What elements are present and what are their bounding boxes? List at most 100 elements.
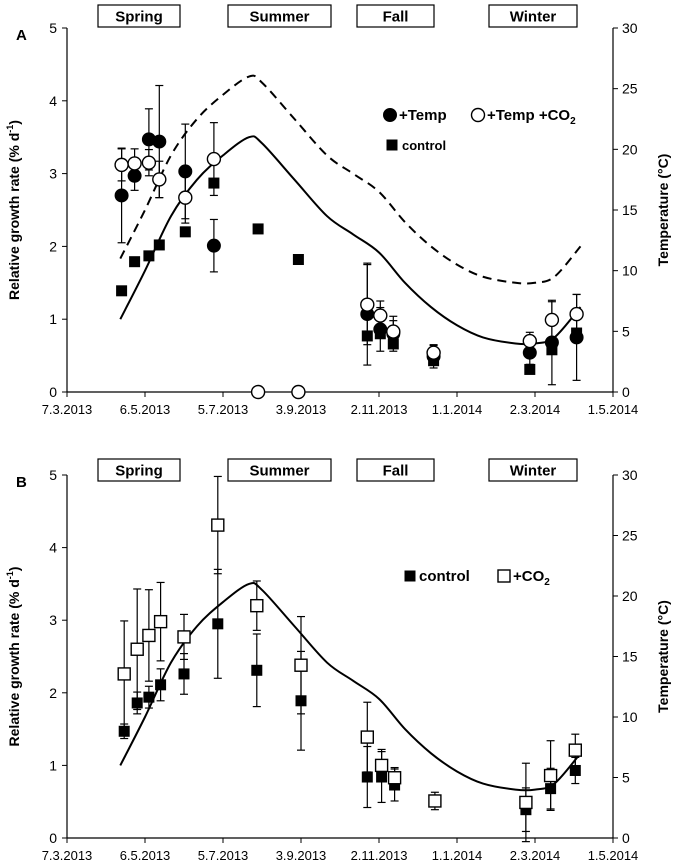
data-point-control bbox=[252, 223, 264, 235]
data-point-control bbox=[376, 771, 388, 783]
data-point-co2 bbox=[294, 658, 308, 672]
data-point-control bbox=[251, 664, 263, 676]
y2-tick-label: 15 bbox=[622, 202, 638, 218]
x-tick-label: 1.1.2014 bbox=[432, 402, 483, 417]
y2-tick-label: 20 bbox=[622, 588, 638, 604]
data-point-temp-co2 bbox=[152, 172, 167, 187]
chart-panel-a: A Spring Summer Fall Winter 0 1 2 3 4 5 0 5 10 15 20 25 3… bbox=[5, 4, 671, 417]
data-point-co2 bbox=[211, 518, 225, 532]
data-point-control bbox=[118, 725, 130, 737]
data-point-temp-co2 bbox=[522, 333, 537, 349]
x-tick-label: 1.1.2014 bbox=[432, 848, 483, 863]
x-tick-label: 3.9.2013 bbox=[276, 848, 327, 863]
y2-tick-label: 25 bbox=[622, 81, 638, 97]
y-tick-label: 3 bbox=[49, 166, 57, 182]
y2-tick-label: 30 bbox=[622, 467, 638, 483]
season-label: Fall bbox=[383, 9, 409, 26]
y2-tick-label: 5 bbox=[622, 770, 630, 786]
y2-tick-label: 0 bbox=[622, 830, 630, 846]
legend-label: control bbox=[402, 138, 446, 153]
season-label: Summer bbox=[249, 463, 309, 480]
data-point-temp-co2 bbox=[373, 308, 388, 323]
season-box bbox=[356, 458, 435, 482]
data-point-temp-co2 bbox=[178, 190, 193, 205]
data-point-co2 bbox=[117, 667, 131, 681]
y-tick-label: 0 bbox=[49, 830, 57, 846]
data-point-control bbox=[361, 330, 373, 342]
season-box bbox=[227, 4, 332, 28]
data-point-co2 bbox=[387, 771, 402, 785]
data-point-temp-co2 bbox=[386, 324, 401, 339]
y-axis-title-end: ) bbox=[6, 120, 22, 125]
data-point-control bbox=[387, 338, 399, 350]
y-axis-title-sup: -1 bbox=[5, 571, 15, 579]
y-axis-title: Relative growth rate (% d-1) bbox=[5, 567, 22, 747]
data-point-temp bbox=[127, 168, 142, 183]
legend-label: +CO2 bbox=[513, 568, 550, 588]
y-tick-label: 2 bbox=[49, 238, 57, 254]
panel-label: A bbox=[16, 27, 27, 44]
data-point-temp bbox=[152, 134, 167, 149]
x-tick-label: 5.7.2013 bbox=[198, 402, 249, 417]
x-tick-label: 3.9.2013 bbox=[276, 402, 327, 417]
data-point-temp-co2 bbox=[569, 306, 584, 322]
x-tick-label: 2.11.2013 bbox=[351, 402, 408, 417]
data-point-control bbox=[545, 783, 557, 795]
legend-label: +Temp bbox=[399, 107, 447, 124]
y2-tick-label: 10 bbox=[622, 263, 638, 279]
x-tick-label: 6.5.2013 bbox=[120, 848, 171, 863]
data-point-control bbox=[295, 695, 307, 707]
data-point-temp bbox=[178, 164, 193, 179]
x-tick-label: 7.3.2013 bbox=[42, 848, 93, 863]
season-label: Winter bbox=[510, 9, 557, 26]
temperature-line-dashed bbox=[119, 74, 582, 285]
data-point-temp-co2 bbox=[544, 312, 560, 328]
season-label: Spring bbox=[115, 463, 163, 480]
temperature-line-solid bbox=[119, 135, 582, 346]
data-point-control bbox=[569, 764, 581, 776]
data-point-control bbox=[208, 177, 220, 189]
data-point-control bbox=[212, 618, 224, 630]
y-tick-label: 2 bbox=[49, 685, 57, 701]
y-tick-label: 4 bbox=[49, 93, 57, 109]
data-point-control bbox=[292, 254, 304, 266]
x-tick-label: 2.11.2013 bbox=[351, 848, 408, 863]
data-point-control bbox=[153, 239, 165, 251]
y2-tick-label: 30 bbox=[622, 20, 638, 36]
season-box bbox=[227, 458, 332, 482]
season-label: Spring bbox=[115, 9, 163, 26]
season-label: Fall bbox=[383, 463, 409, 480]
data-point-co2 bbox=[374, 758, 389, 773]
data-point-temp-co2 bbox=[206, 151, 222, 167]
legend-marker bbox=[386, 139, 398, 151]
season-box bbox=[356, 4, 435, 28]
y2-tick-label: 0 bbox=[622, 384, 630, 400]
data-point-control bbox=[546, 344, 558, 356]
x-tick-label: 2.3.2014 bbox=[510, 848, 561, 863]
data-point-temp-co2 bbox=[114, 157, 129, 173]
data-point-temp bbox=[206, 238, 221, 253]
y-tick-label: 4 bbox=[49, 540, 57, 556]
legend: control +CO2 bbox=[404, 568, 550, 588]
y2-axis-title: Temperature (°C) bbox=[655, 154, 671, 267]
x-tick-label: 2.3.2014 bbox=[510, 402, 561, 417]
temperature-line-solid bbox=[119, 582, 582, 792]
data-point-control bbox=[155, 679, 167, 691]
y2-tick-label: 5 bbox=[622, 323, 630, 339]
y-tick-label: 3 bbox=[49, 612, 57, 628]
data-point-co2 bbox=[543, 768, 558, 783]
y2-tick-label: 15 bbox=[622, 649, 638, 665]
legend-label-sub: 2 bbox=[570, 116, 576, 127]
data-point-control bbox=[131, 697, 143, 709]
season-box bbox=[97, 458, 181, 482]
data-point-temp-co2 bbox=[250, 384, 266, 400]
legend-label: control bbox=[419, 568, 470, 585]
legend-label: +Temp +CO2 bbox=[487, 107, 576, 127]
y2-tick-label: 25 bbox=[622, 528, 638, 544]
data-point-co2 bbox=[428, 794, 442, 808]
season-box bbox=[97, 4, 181, 28]
x-tick-label: 1.5.2014 bbox=[588, 402, 639, 417]
y-tick-label: 5 bbox=[49, 20, 57, 36]
y2-tick-label: 20 bbox=[622, 141, 638, 157]
